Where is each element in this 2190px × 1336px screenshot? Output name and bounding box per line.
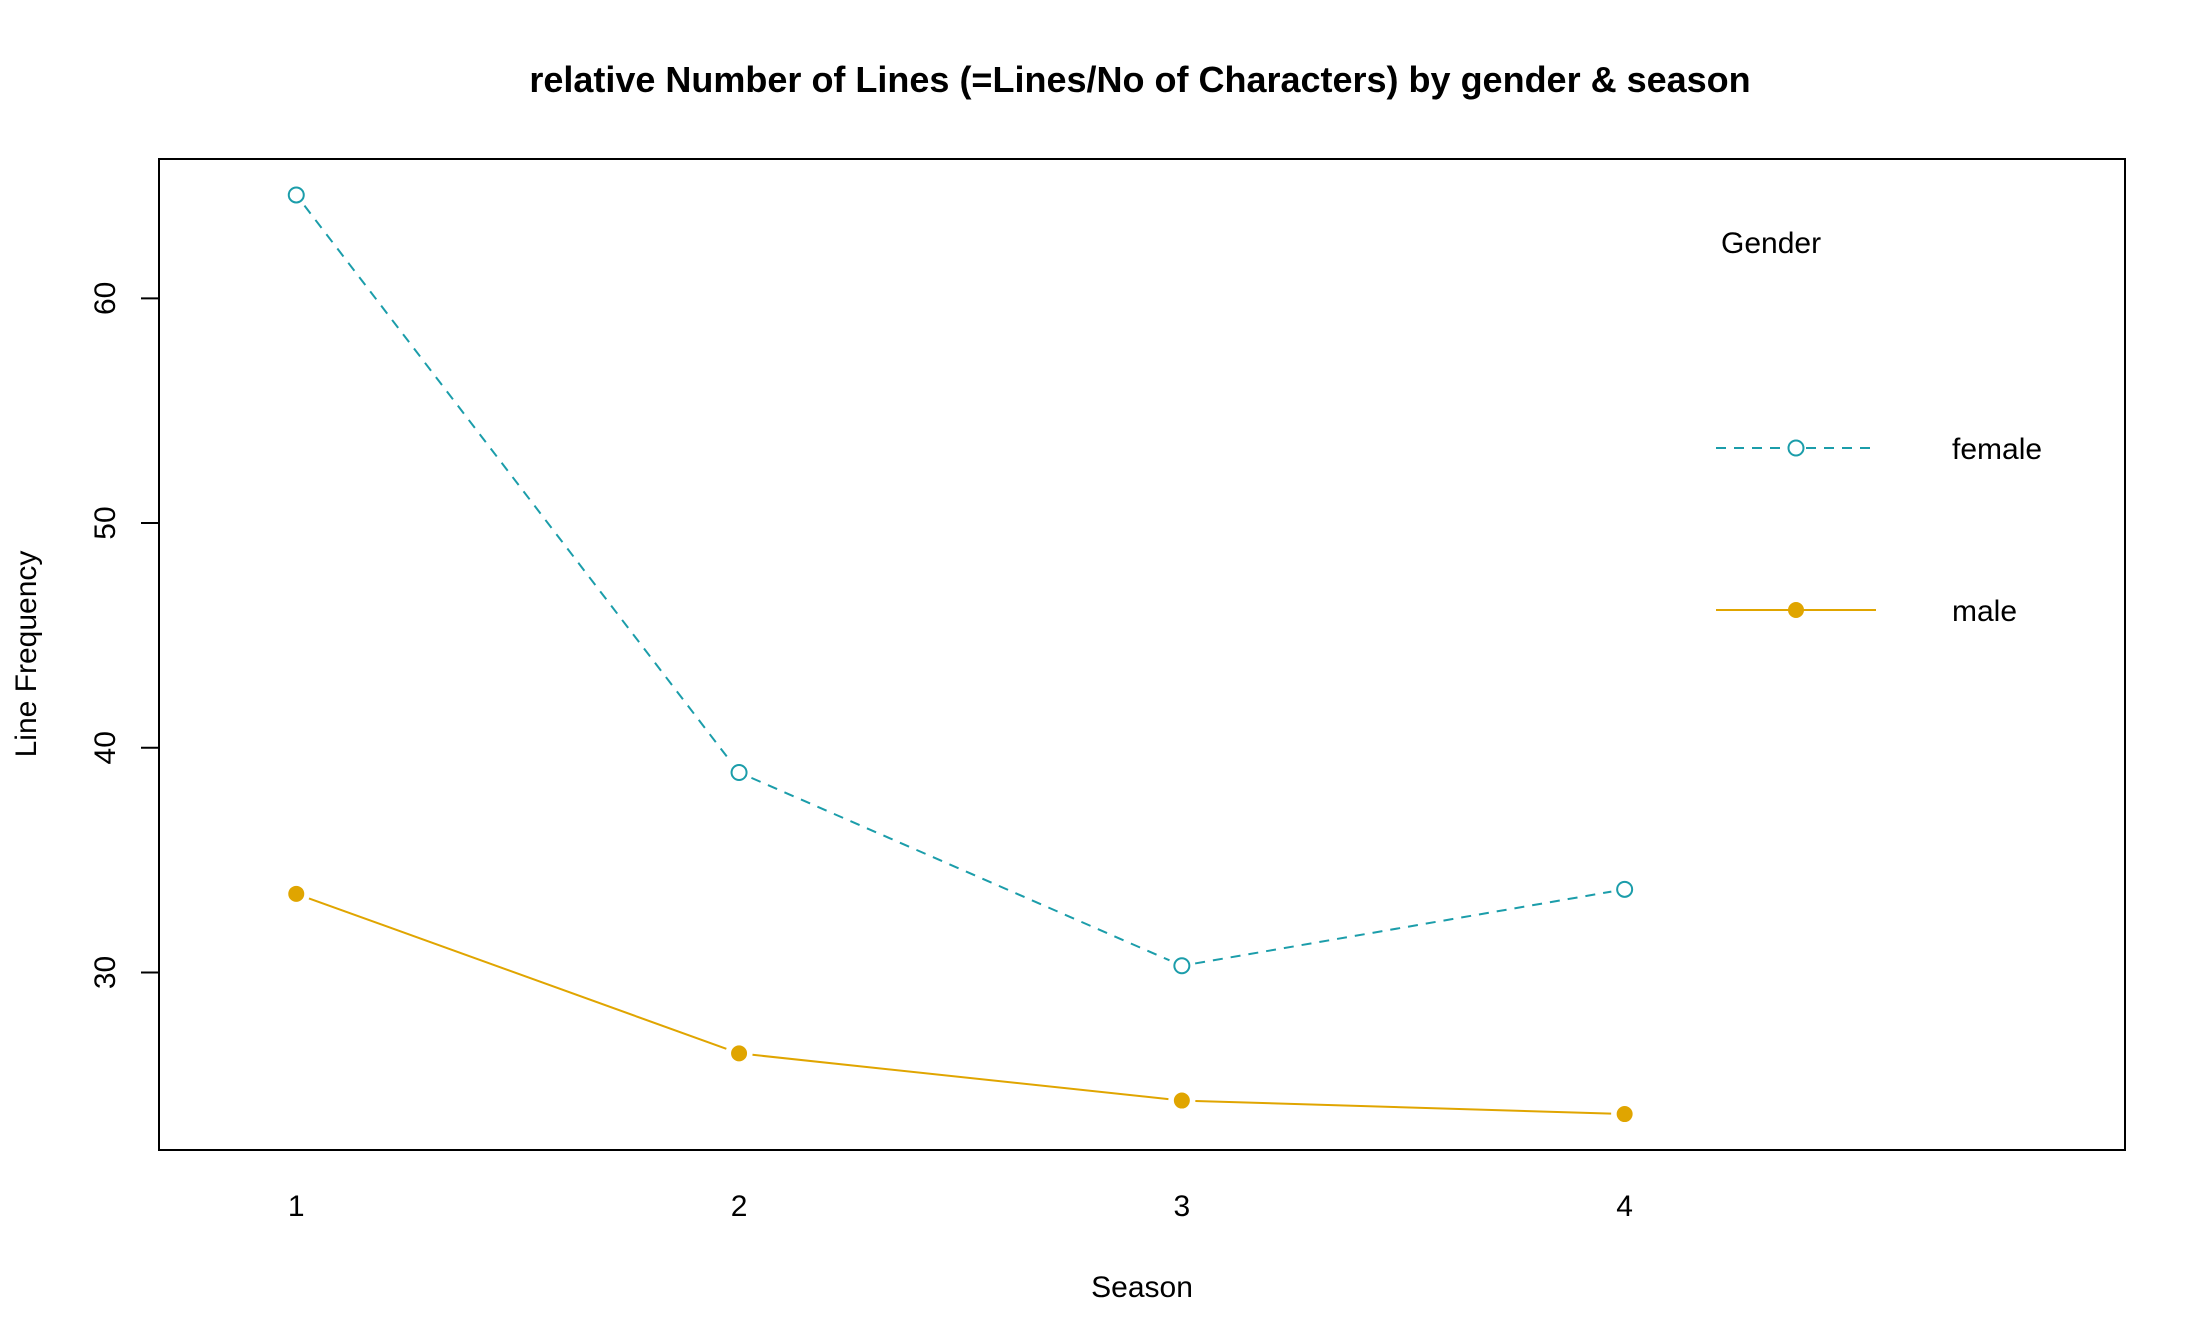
- series-line-segment: [752, 1053, 1169, 1101]
- y-tick-label: 50: [89, 506, 122, 539]
- data-point: [287, 186, 305, 204]
- data-point: [1616, 880, 1634, 898]
- legend: Gender female male: [1716, 227, 2042, 628]
- series-layer: [287, 186, 1634, 1123]
- chart-title: relative Number of Lines (=Lines/No of C…: [529, 59, 1750, 100]
- series-female: [287, 186, 1634, 975]
- x-tick-label: 2: [731, 1190, 748, 1223]
- y-axis: 30 40 50 60: [89, 282, 160, 989]
- legend-marker: [1787, 439, 1805, 457]
- data-point: [288, 885, 305, 902]
- data-point: [730, 763, 748, 781]
- x-tick-label: 1: [288, 1190, 305, 1223]
- legend-item-female: female: [1716, 433, 2042, 466]
- plot-frame: [158, 158, 2126, 1151]
- series-line-segment: [1195, 1099, 1612, 1115]
- data-point: [731, 1045, 748, 1062]
- x-axis-label: Season: [1091, 1271, 1193, 1304]
- x-tick-label: 3: [1174, 1190, 1191, 1223]
- x-axis: 1 2 3 4: [288, 1190, 1633, 1223]
- legend-title: Gender: [1721, 227, 1821, 260]
- series-line-segment: [308, 897, 727, 1050]
- data-point: [1616, 1106, 1633, 1123]
- y-tick-label: 40: [89, 731, 122, 764]
- series-line-segment: [1194, 890, 1612, 965]
- legend-label: female: [1952, 433, 2042, 466]
- y-axis-label: Line Frequency: [10, 551, 43, 758]
- data-point: [1173, 957, 1191, 975]
- data-point: [1173, 1092, 1190, 1109]
- y-tick-label: 30: [89, 956, 122, 989]
- series-male: [288, 885, 1633, 1123]
- legend-marker: [1788, 602, 1804, 618]
- x-tick-label: 4: [1616, 1190, 1633, 1223]
- legend-item-male: male: [1716, 595, 2017, 628]
- series-line-segment: [751, 776, 1170, 962]
- legend-label: male: [1952, 595, 2017, 628]
- y-tick-label: 60: [89, 282, 122, 315]
- series-line-segment: [303, 205, 732, 763]
